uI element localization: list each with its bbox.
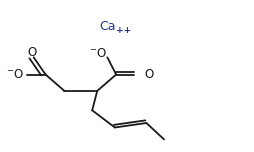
Text: O: O — [144, 68, 153, 81]
Text: $^{-}$O: $^{-}$O — [89, 47, 107, 60]
Text: Ca: Ca — [99, 20, 115, 33]
Text: O: O — [28, 46, 37, 59]
Text: ++: ++ — [116, 26, 131, 35]
Text: $^{-}$O: $^{-}$O — [6, 68, 24, 81]
